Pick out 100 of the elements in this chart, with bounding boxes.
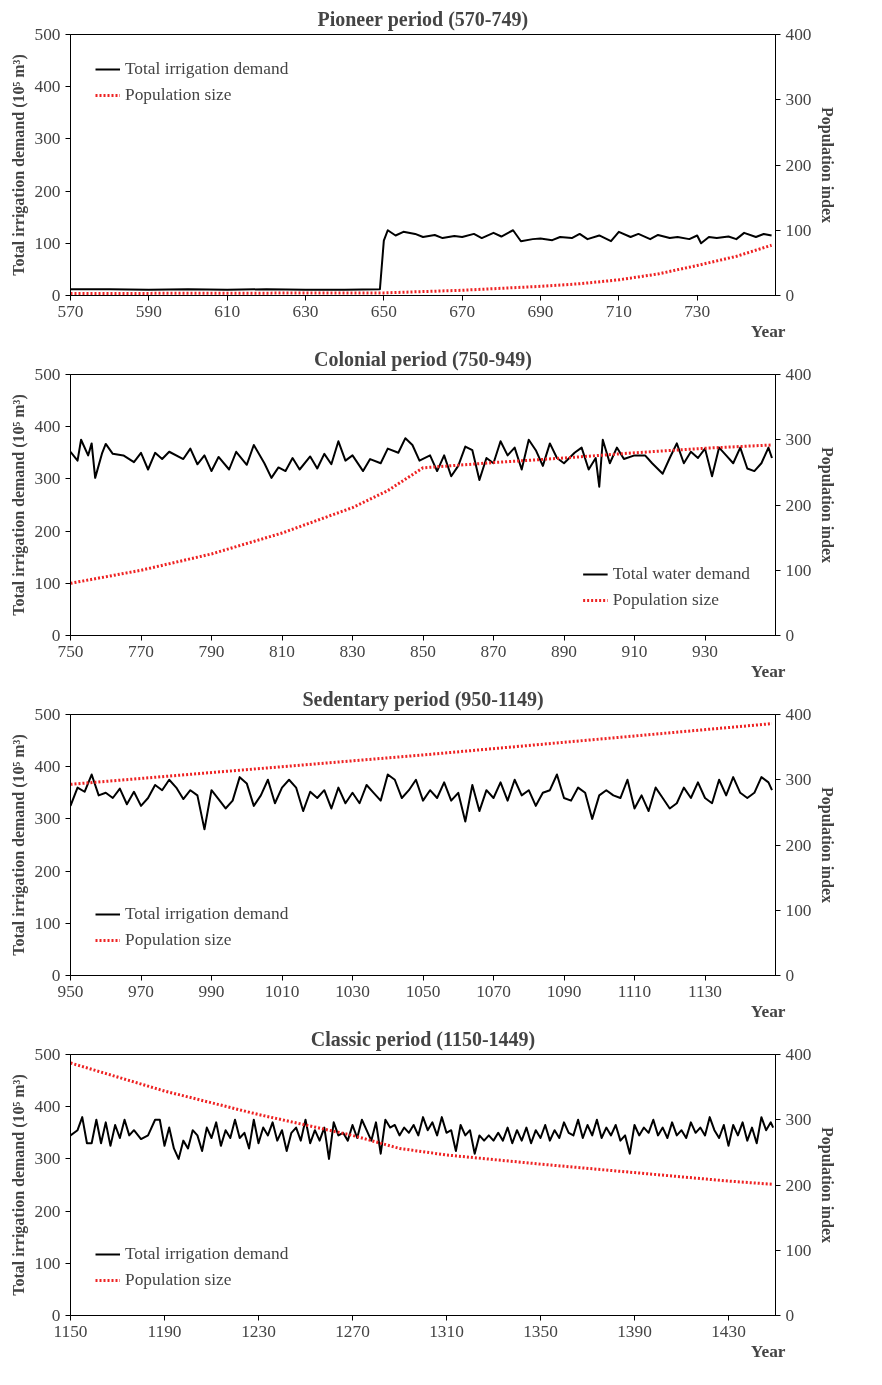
y-tick-label: 500 — [34, 365, 61, 384]
legend-label: Population size — [612, 590, 720, 610]
y2-tick-label: 100 — [785, 560, 812, 580]
line-series — [70, 443, 774, 585]
x-tick-label: 1010 — [264, 981, 300, 1001]
y-axis-title: Total irrigation demand (10⁵ m³) — [9, 394, 28, 616]
y2-axis-title: Population index — [818, 1126, 837, 1244]
y-tick-label: 100 — [34, 233, 61, 253]
x-tick-label: 810 — [269, 641, 295, 661]
y2-tick-label: 200 — [785, 835, 812, 855]
x-tick-label: 1190 — [147, 1321, 182, 1341]
y-tick-label: 300 — [34, 129, 61, 149]
y-tick-label: 500 — [34, 1045, 61, 1064]
x-tick-label: 910 — [621, 641, 648, 661]
x-tick-label: 790 — [198, 641, 225, 661]
line-series — [70, 243, 774, 296]
y-tick-label: 100 — [34, 1253, 61, 1273]
y2-axis-title: Population index — [818, 446, 837, 564]
y2-tick-label: 0 — [785, 1306, 795, 1325]
y2-axis-title: Population index — [818, 106, 837, 224]
y-tick-label: 300 — [34, 1149, 61, 1169]
y2-tick-label: 400 — [785, 705, 812, 724]
x-tick-label: 770 — [128, 641, 154, 661]
y-tick-label: 100 — [34, 913, 61, 933]
x-tick-label: 870 — [480, 641, 507, 661]
x-tick-label: 1130 — [687, 981, 723, 1001]
x-axis-title: Year — [750, 1341, 786, 1361]
y2-tick-label: 100 — [785, 1240, 812, 1260]
y-tick-label: 400 — [34, 757, 61, 777]
legend-label: Total irrigation demand — [125, 59, 289, 79]
y-axis-title: Total irrigation demand (10⁵ m³) — [9, 734, 28, 956]
x-tick-label: 1030 — [335, 981, 370, 1001]
y2-tick-label: 0 — [785, 286, 795, 305]
x-tick-label: 710 — [605, 301, 632, 321]
y2-tick-label: 100 — [785, 900, 812, 920]
x-tick-label: 1230 — [241, 1321, 276, 1341]
chart-title: Sedentary period (950-1149) — [302, 687, 544, 711]
x-tick-label: 610 — [214, 301, 241, 321]
legend-label: Total irrigation demand — [125, 904, 289, 924]
line-series — [70, 1061, 775, 1186]
x-tick-label: 1430 — [711, 1321, 746, 1341]
x-tick-label: 1070 — [476, 981, 511, 1001]
y-tick-label: 200 — [34, 1201, 61, 1221]
y-tick-label: 400 — [34, 417, 61, 437]
x-tick-label: 1390 — [617, 1321, 652, 1341]
chart-title: Classic period (1150-1449) — [310, 1027, 536, 1051]
y-tick-label: 100 — [34, 573, 61, 593]
y-tick-label: 400 — [34, 1097, 61, 1117]
y2-tick-label: 0 — [785, 966, 795, 985]
x-tick-label: 930 — [692, 641, 718, 661]
x-tick-label: 990 — [198, 981, 225, 1001]
y2-tick-label: 300 — [785, 430, 812, 450]
x-tick-label: 690 — [527, 301, 554, 321]
x-tick-label: 1090 — [546, 981, 582, 1001]
x-tick-label: 1350 — [523, 1321, 558, 1341]
x-axis-title: Year — [750, 321, 786, 341]
legend-label: Population size — [125, 1270, 232, 1290]
y-tick-label: 200 — [34, 861, 61, 881]
y-tick-label: 500 — [34, 25, 61, 44]
y2-tick-label: 0 — [785, 626, 795, 645]
x-tick-label: 730 — [684, 301, 711, 321]
x-tick-label: 650 — [370, 301, 397, 321]
y2-tick-label: 400 — [785, 365, 812, 384]
y2-tick-label: 400 — [785, 1045, 812, 1064]
y2-tick-label: 300 — [785, 770, 812, 790]
y-tick-label: 400 — [34, 77, 61, 97]
x-tick-label: 1270 — [335, 1321, 370, 1341]
x-tick-label: 850 — [410, 641, 436, 661]
x-tick-label: 670 — [449, 301, 476, 321]
x-tick-label: 1110 — [617, 981, 652, 1001]
x-axis-title: Year — [750, 661, 786, 681]
legend-label: Population size — [125, 930, 232, 950]
y2-tick-label: 200 — [785, 495, 812, 515]
y-tick-label: 500 — [34, 705, 61, 724]
x-tick-label: 630 — [292, 301, 319, 321]
chart-title: Pioneer period (570-749) — [317, 7, 529, 31]
x-tick-label: 970 — [128, 981, 154, 1001]
y2-tick-label: 200 — [785, 155, 812, 175]
legend-label: Total irrigation demand — [125, 1244, 289, 1264]
chart-title: Colonial period (750-949) — [314, 347, 532, 371]
y2-tick-label: 300 — [785, 1110, 812, 1130]
x-tick-label: 1050 — [405, 981, 441, 1001]
x-tick-label: 1310 — [429, 1321, 464, 1341]
y-axis-title: Total irrigation demand (10⁵ m³) — [9, 1074, 28, 1296]
y-tick-label: 200 — [34, 181, 61, 201]
y2-tick-label: 100 — [785, 220, 812, 240]
x-tick-label: 890 — [551, 641, 577, 661]
y-tick-label: 300 — [34, 469, 61, 489]
y-tick-label: 200 — [34, 521, 61, 541]
x-axis-title: Year — [750, 1001, 786, 1021]
y-axis-title: Total irrigation demand (10⁵ m³) — [9, 54, 28, 276]
y-tick-label: 300 — [34, 809, 61, 829]
y2-tick-label: 400 — [785, 25, 812, 44]
y2-axis-title: Population index — [818, 786, 837, 904]
x-tick-label: 590 — [135, 301, 162, 321]
y2-tick-label: 300 — [785, 90, 812, 110]
legend-label: Population size — [125, 85, 232, 105]
y2-tick-label: 200 — [785, 1175, 812, 1195]
x-tick-label: 830 — [339, 641, 366, 661]
legend-label: Total water demand — [612, 564, 750, 584]
